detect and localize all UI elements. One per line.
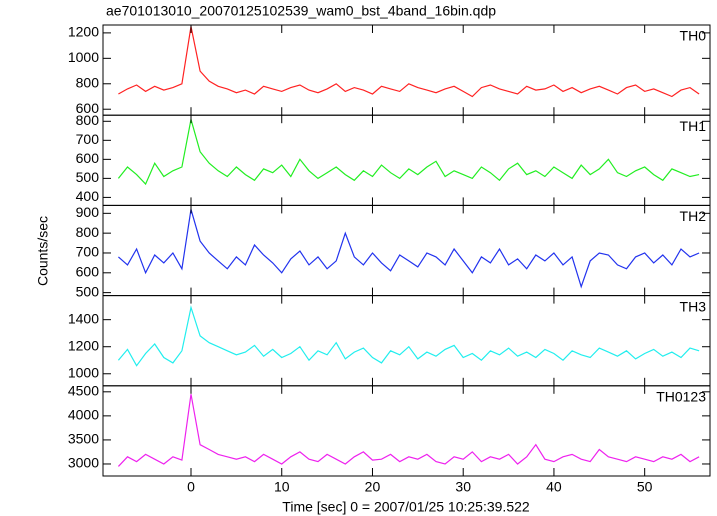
panel-frame: [102, 385, 711, 477]
panel-label: TH2: [680, 208, 707, 224]
y-tick-label: 1400: [68, 310, 99, 326]
y-tick-label: 900: [76, 204, 100, 220]
light-curve: [117, 394, 700, 467]
y-tick-label: 400: [76, 188, 100, 204]
y-tick-label: 800: [76, 112, 100, 128]
y-tick-label: 500: [76, 283, 100, 299]
x-tick-label: 30: [455, 479, 471, 495]
y-tick-label: 600: [76, 100, 100, 116]
panel-frame: [102, 295, 711, 387]
y-tick-label: 500: [76, 169, 100, 185]
panel-label: TH0123: [656, 389, 706, 405]
y-tick-label: 1000: [68, 49, 99, 65]
x-axis-label: Time [sec] 0 = 2007/01/25 10:25:39.522: [282, 499, 530, 515]
panel-label: TH3: [680, 298, 707, 314]
panel-label: TH1: [680, 118, 707, 134]
y-tick-label: 700: [76, 131, 100, 147]
y-axis-label: Counts/sec: [35, 216, 51, 286]
y-tick-label: 1200: [68, 337, 99, 353]
y-tick-label: 600: [76, 264, 100, 280]
x-tick-label: 0: [187, 479, 195, 495]
panel-label: TH0: [680, 28, 707, 44]
x-tick-label: 40: [546, 479, 562, 495]
y-tick-label: 3000: [68, 455, 99, 471]
y-tick-label: 1200: [68, 24, 99, 40]
light-curve: [118, 26, 700, 98]
x-tick-label: 50: [637, 479, 653, 495]
light-curve: [118, 209, 700, 289]
light-curve: [117, 305, 700, 367]
y-tick-label: 3500: [68, 431, 99, 447]
x-tick-label: 10: [274, 479, 290, 495]
y-tick-label: 800: [76, 74, 100, 90]
y-tick-label: 800: [76, 224, 100, 240]
y-tick-label: 1000: [68, 364, 99, 380]
x-tick-label: 20: [365, 479, 381, 495]
chart-title: ae701013010_20070125102539_wam0_bst_4ban…: [106, 3, 496, 19]
y-tick-label: 4000: [68, 407, 99, 423]
y-tick-label: 700: [76, 244, 100, 260]
y-tick-label: 4500: [68, 383, 99, 399]
y-tick-label: 600: [76, 150, 100, 166]
light-curve: [117, 119, 700, 186]
